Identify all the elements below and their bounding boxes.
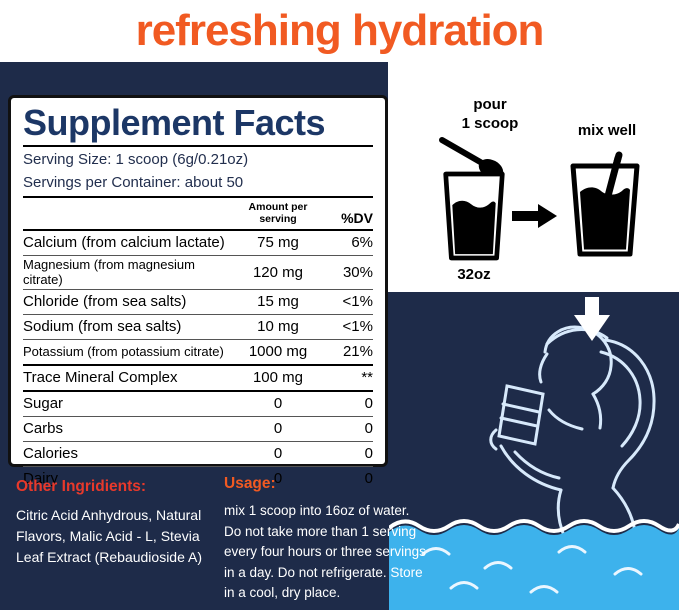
- top-banner: refreshing hydration: [0, 0, 679, 62]
- nutrient-amount: 75 mg: [257, 234, 299, 252]
- nutrient-amount: 0: [273, 445, 283, 463]
- page-title: refreshing hydration: [135, 6, 545, 55]
- nutrient-dv: 21%: [342, 343, 373, 361]
- nutrient-name: Trace Mineral Complex: [23, 369, 178, 387]
- column-header-dv: %DV: [341, 209, 373, 226]
- table-row: Chloride (from sea salts) 15 mg <1%: [23, 290, 373, 315]
- nutrient-dv: <1%: [342, 318, 373, 336]
- table-row: Trace Mineral Complex 100 mg **: [23, 366, 373, 392]
- nutrient-name: Calories: [23, 445, 79, 463]
- other-ingredients-section: Other Ingridients: Citric Acid Anhydrous…: [16, 478, 212, 568]
- nutrient-amount: 120 mg: [252, 263, 304, 281]
- nutrient-amount: 0: [273, 395, 283, 413]
- nutrient-name: Calcium (from calcium lactate): [23, 234, 225, 252]
- table-header-row: Amount per serving %DV: [23, 198, 373, 231]
- glass-with-spoon-icon: [567, 150, 643, 263]
- serving-size: Serving Size: 1 scoop (6g/0.21oz): [23, 150, 249, 168]
- nutrient-name: Sodium (from sea salts): [23, 318, 182, 336]
- nutrient-dv: <1%: [342, 293, 373, 311]
- nutrient-dv: 30%: [342, 263, 373, 281]
- usage-section: Usage: mix 1 scoop into 16oz of water. D…: [224, 475, 426, 604]
- nutrient-dv: 0: [364, 470, 373, 488]
- other-ingredients-text: Citric Acid Anhydrous, Natural Flavors, …: [16, 507, 202, 565]
- nutrient-dv: 6%: [351, 234, 373, 252]
- nutrient-dv: 0: [364, 420, 373, 438]
- table-row: Dairy 0 0: [23, 467, 373, 491]
- supplement-facts-panel: Supplement Facts Serving Size: 1 scoop (…: [8, 95, 388, 487]
- table-row: Potassium (from potassium citrate) 1000 …: [23, 340, 373, 366]
- nutrient-amount: 1000 mg: [248, 343, 308, 361]
- nutrient-dv: 0: [364, 395, 373, 413]
- arrow-down-icon: [572, 297, 612, 346]
- arrow-right-icon: [512, 202, 558, 235]
- pour-instruction-label: pour 1 scoop: [461, 96, 519, 132]
- nutrient-amount: 15 mg: [257, 293, 299, 311]
- table-row: Sodium (from sea salts) 10 mg <1%: [23, 315, 373, 340]
- nutrient-amount: 0: [273, 420, 283, 438]
- table-row: Calcium (from calcium lactate) 75 mg 6%: [23, 231, 373, 256]
- nutrient-name: Chloride (from sea salts): [23, 293, 187, 311]
- table-row: Carbs 0 0: [23, 417, 373, 442]
- table-row: Sugar 0 0: [23, 392, 373, 417]
- serving-info: Serving Size: 1 scoop (6g/0.21oz) Servin…: [23, 147, 373, 199]
- nutrient-dv: **: [361, 369, 373, 387]
- column-header-amount: Amount per serving: [248, 201, 308, 226]
- table-row: Magnesium (from magnesium citrate) 120 m…: [23, 256, 373, 290]
- woman-drinking-illustration: [387, 292, 679, 610]
- nutrient-name: Potassium (from potassium citrate): [23, 344, 224, 360]
- nutrient-dv: 0: [364, 445, 373, 463]
- supplement-facts-title: Supplement Facts: [23, 104, 373, 147]
- nutrient-amount: 100 mg: [252, 369, 304, 387]
- servings-per-container: Servings per Container: about 50: [23, 173, 244, 191]
- usage-heading: Usage:: [224, 475, 276, 492]
- nutrient-amount: 0: [273, 470, 283, 488]
- mix-instruction-label: mix well: [577, 122, 637, 139]
- glass-size-label: 32oz: [457, 266, 491, 283]
- nutrient-name: Carbs: [23, 420, 64, 438]
- nutrient-name: Magnesium (from magnesium citrate): [23, 257, 195, 288]
- table-row: Calories 0 0: [23, 442, 373, 467]
- usage-text: mix 1 scoop into 16oz of water. Do not t…: [224, 503, 426, 601]
- glass-icon: [441, 170, 507, 267]
- nutrient-amount: 10 mg: [257, 318, 299, 336]
- nutrient-name: Sugar: [23, 395, 64, 413]
- nutrient-name: Dairy: [23, 470, 59, 488]
- other-ingredients-heading: Other Ingridients:: [16, 478, 147, 495]
